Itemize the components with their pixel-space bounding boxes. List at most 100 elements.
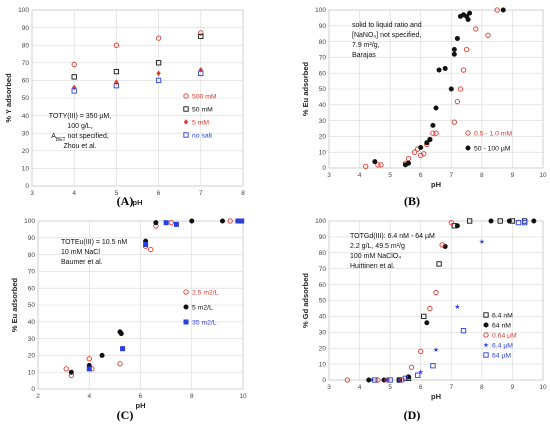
data-point — [522, 219, 528, 226]
x-tick-label: 3 — [327, 172, 331, 179]
data-point — [113, 83, 120, 89]
legend-entry: 2.5 m2/L — [192, 290, 219, 297]
y-tick-label: 50 — [319, 298, 327, 305]
y-tick-label: 90 — [22, 25, 30, 32]
data-point — [173, 221, 179, 227]
annotation-line: TOTY(III) = 350 µM, — [49, 113, 112, 120]
y-tick-label: 10 — [319, 149, 327, 156]
x-tick-label: 9 — [511, 172, 515, 179]
y-axis-label: % Gd adsorbed — [301, 273, 310, 328]
data-point — [363, 163, 369, 170]
annotation-line: TOTEu(III) = 10.5 nM — [61, 239, 127, 246]
data-point — [198, 70, 204, 77]
y-tick-label: 50 — [22, 95, 30, 102]
y-tick-label: 20 — [319, 345, 327, 352]
x-tick-label: 5 — [388, 172, 392, 179]
annotation-line: Barajas — [352, 52, 376, 59]
legend-entry: 0.64 µM — [492, 333, 517, 340]
data-point — [86, 366, 92, 372]
x-tick-label: 6 — [419, 172, 423, 179]
legend-marker — [183, 106, 189, 112]
data-point — [442, 65, 448, 71]
data-point — [424, 140, 430, 146]
panel-label-b: (B) — [404, 194, 420, 208]
data-point — [72, 84, 77, 91]
data-point — [436, 261, 442, 267]
data-point — [369, 377, 375, 383]
panel-label-c: (C) — [117, 408, 134, 422]
x-tick-label: 4 — [358, 384, 362, 391]
x-tick-label: 10 — [539, 172, 547, 179]
annotation-line: 100 mM NaClO₄ — [350, 253, 401, 260]
legend-entry: 500 mM — [192, 94, 217, 101]
data-point — [421, 151, 427, 157]
y-tick-label: 40 — [319, 314, 327, 321]
y-tick-label: 60 — [22, 78, 30, 85]
series-d-2 — [344, 219, 454, 383]
y-tick-label: 90 — [319, 234, 327, 241]
data-point — [71, 61, 77, 68]
series-a-0 — [71, 30, 204, 68]
data-point — [148, 246, 154, 253]
x-tick-label: 5 — [115, 190, 119, 197]
data-point — [454, 223, 460, 229]
data-point — [433, 346, 439, 353]
data-point — [465, 16, 471, 22]
legend-entry: 64 µM — [492, 353, 511, 360]
legend-marker — [183, 119, 189, 125]
x-axis-label: pH — [136, 401, 146, 410]
y-tick-label: 90 — [28, 235, 36, 242]
x-tick-label: 8 — [241, 190, 245, 197]
x-tick-label: 5 — [388, 384, 392, 391]
x-tick-label: 4 — [87, 393, 91, 400]
plot-frame — [31, 9, 244, 187]
data-point — [118, 331, 124, 337]
data-point — [378, 162, 384, 168]
data-point — [457, 86, 464, 92]
y-tick-label: 0 — [322, 165, 326, 172]
data-point — [198, 67, 203, 73]
data-point — [433, 289, 439, 296]
data-point — [113, 42, 120, 48]
chart-c: 0 10 20 30 40 50 60 70 80 90 100 2 4 6 8 10 pH % Eu adsor… — [10, 218, 247, 410]
data-point — [375, 162, 381, 168]
data-point — [467, 10, 473, 16]
data-point — [153, 220, 159, 226]
data-point — [460, 67, 467, 73]
annotation-line: 100 g/L, — [67, 123, 92, 130]
y-tick-label: 50 — [319, 86, 327, 93]
data-point — [99, 352, 105, 358]
data-point — [451, 46, 457, 52]
x-tick-label: 7 — [449, 172, 453, 179]
annotation-line: 2.2 g/L, 49.5 m²/g — [350, 243, 405, 250]
panel-label-a: (A) — [117, 194, 134, 208]
x-tick-label: 3 — [327, 384, 331, 391]
y-tick-label: 100 — [315, 7, 326, 14]
y-tick-label: 80 — [28, 252, 36, 259]
data-point — [71, 74, 77, 80]
y-tick-label: 10 — [22, 166, 30, 173]
annotation-line: Huittinen et al. — [350, 263, 395, 270]
y-tick-label: 90 — [319, 23, 327, 30]
y-tick-label: 80 — [22, 42, 30, 49]
data-point — [460, 328, 467, 334]
y-tick-label: 80 — [319, 39, 327, 46]
y-tick-label: 40 — [28, 319, 36, 326]
data-point — [63, 366, 69, 372]
y-axis-label: % Eu adsorbed — [301, 61, 310, 116]
y-tick-label: 40 — [319, 102, 327, 109]
data-point — [366, 377, 372, 383]
x-tick-label: 2 — [36, 393, 40, 400]
data-point — [454, 35, 460, 41]
data-point — [497, 218, 503, 224]
data-point — [168, 220, 174, 226]
y-tick-label: 60 — [28, 285, 36, 292]
y-tick-label: 10 — [319, 361, 327, 368]
data-point — [143, 242, 149, 248]
x-tick-label: 6 — [157, 190, 161, 197]
y-tick-label: 60 — [319, 282, 327, 289]
chart-a: 0 10 20 30 40 50 60 70 80 90 100 3 4 5 6 7 8 pH % Y adsorb… — [4, 7, 245, 207]
data-point — [418, 144, 424, 150]
legend-marker — [483, 332, 489, 338]
